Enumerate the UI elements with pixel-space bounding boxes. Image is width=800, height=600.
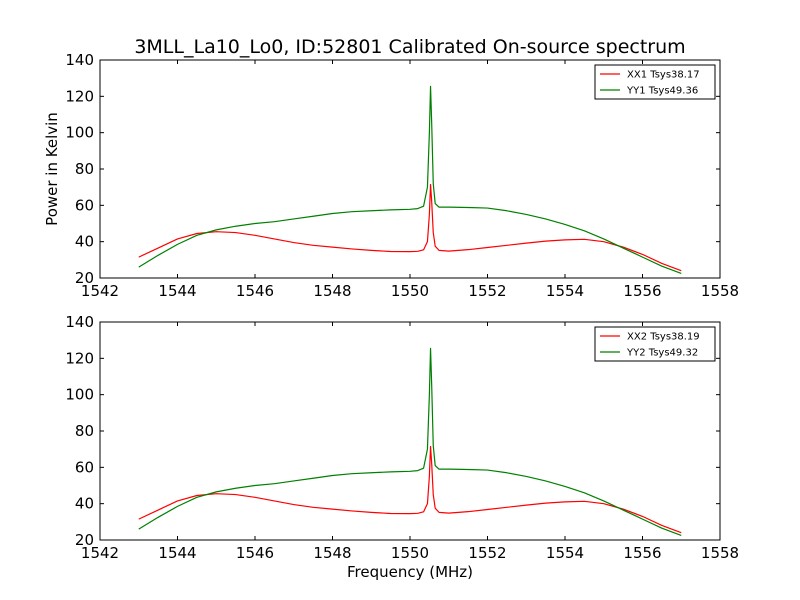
y-tick-label: 100	[65, 386, 94, 404]
y-tick-label: 120	[65, 349, 94, 367]
y-tick-label: 20	[75, 269, 94, 287]
bottom-panel: 1542 1544 1546 1548 1550 1552 1554 1556 1558 20 40…	[65, 313, 739, 562]
figure-title: 3MLL_La10_Lo0, ID:52801 Calibrated On-so…	[134, 36, 685, 58]
x-tick-label: 1558	[701, 282, 739, 300]
x-tick-label: 1544	[158, 544, 196, 562]
top-panel: 1542 1544 1546 1548 1550 1552 1554 1556 1558 20 40…	[65, 51, 739, 300]
x-tick-label: 1556	[623, 544, 661, 562]
x-tick-label: 1554	[546, 544, 584, 562]
y-tick-label: 60	[75, 196, 94, 214]
y-tick-label: 80	[75, 422, 94, 440]
legend-box	[594, 326, 716, 362]
y-tick-label: 140	[65, 51, 94, 69]
series-line-2	[138, 347, 682, 537]
x-tick-label: 1550	[391, 544, 429, 562]
y-tick-label: 120	[65, 87, 94, 105]
legend-label: XX1 Tsys38.17	[627, 70, 700, 81]
series-line-2	[138, 85, 682, 275]
x-tick-label: 1552	[468, 544, 506, 562]
y-axis-label: Power in Kelvin	[43, 112, 61, 226]
x-tick-label: 1548	[313, 282, 351, 300]
legend: XX1 Tsys38.17 YY1 Tsys49.36	[594, 64, 716, 100]
y-tick-label: 40	[75, 233, 94, 251]
series-line-1	[138, 183, 682, 272]
legend-label: YY1 Tsys49.36	[626, 86, 698, 97]
legend: XX2 Tsys38.19 YY2 Tsys49.32	[594, 326, 716, 362]
legend-box	[594, 64, 716, 100]
x-tick-label: 1554	[546, 282, 584, 300]
x-tick-label: 1548	[313, 544, 351, 562]
y-tick-label: 60	[75, 458, 94, 476]
x-tick-label: 1556	[623, 282, 661, 300]
x-axis-label: Frequency (MHz)	[347, 563, 473, 581]
x-tick-label: 1558	[701, 544, 739, 562]
x-tick-label: 1546	[236, 282, 274, 300]
series-line-1	[138, 445, 682, 534]
y-tick-label: 40	[75, 495, 94, 513]
y-tick-label: 140	[65, 313, 94, 331]
x-tick-label: 1544	[158, 282, 196, 300]
legend-label: YY2 Tsys49.32	[626, 348, 698, 359]
x-tick-label: 1550	[391, 282, 429, 300]
x-tick-label: 1552	[468, 282, 506, 300]
y-tick-label: 80	[75, 160, 94, 178]
x-tick-label: 1542	[81, 544, 119, 562]
y-tick-label: 100	[65, 124, 94, 142]
x-tick-label: 1542	[81, 282, 119, 300]
x-tick-label: 1546	[236, 544, 274, 562]
y-tick-label: 20	[75, 531, 94, 549]
legend-label: XX2 Tsys38.19	[627, 332, 700, 343]
